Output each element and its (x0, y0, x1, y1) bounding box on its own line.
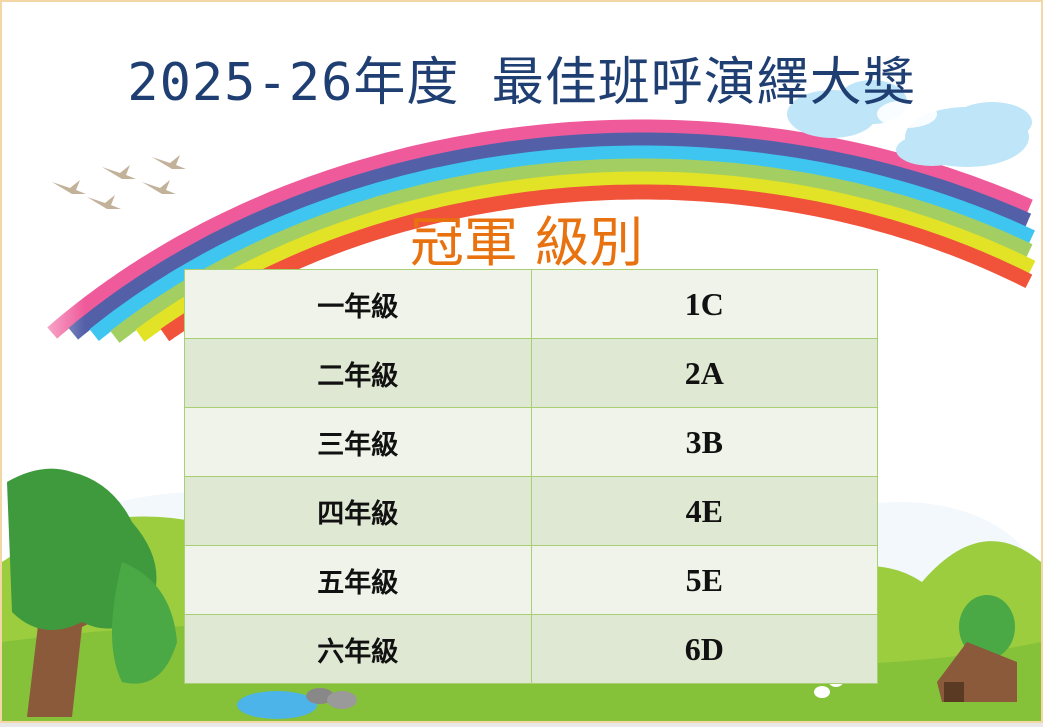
table-row: 二年級 2A (184, 338, 878, 408)
birds-icon (52, 155, 186, 209)
class-cell: 3B (530, 407, 878, 477)
hut-icon (937, 595, 1017, 702)
table-row: 一年級 1C (184, 269, 878, 339)
table-row: 四年級 4E (184, 476, 878, 546)
grade-cell: 三年級 (184, 407, 532, 477)
section-subtitle: 冠軍 級別 (409, 211, 644, 274)
class-cell: 4E (530, 476, 878, 546)
grade-cell: 一年級 (184, 269, 532, 339)
table-row: 五年級 5E (184, 545, 878, 615)
grade-cell: 五年級 (184, 545, 532, 615)
page-title: 2025-26年度 最佳班呼演繹大獎 (127, 53, 916, 113)
cloud-icon (787, 80, 1032, 167)
class-cell: 5E (530, 545, 878, 615)
bottom-strip (0, 723, 1043, 727)
table-row: 六年級 6D (184, 614, 878, 684)
class-cell: 6D (530, 614, 878, 684)
tree-icon (7, 468, 177, 717)
class-cell: 2A (530, 338, 878, 408)
grade-cell: 二年級 (184, 338, 532, 408)
class-cell: 1C (530, 269, 878, 339)
pond-icon (237, 688, 357, 719)
grade-cell: 六年級 (184, 614, 532, 684)
grade-cell: 四年級 (184, 476, 532, 546)
champions-table: 一年級 1C 二年級 2A 三年級 3B 四年級 4E 五年級 5E 六年級 6D (184, 269, 878, 684)
table-row: 三年級 3B (184, 407, 878, 477)
